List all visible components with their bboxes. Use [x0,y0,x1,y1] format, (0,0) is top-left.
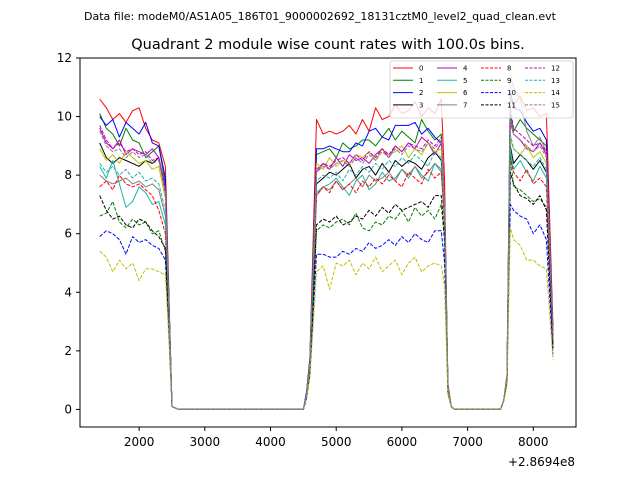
x-axis: 2000 3000 4000 5000 6000 7000 8000 [124,427,549,449]
y-tick-label: 0 [64,402,72,416]
y-tick-label: 2 [64,344,72,358]
y-tick-label: 12 [57,51,72,65]
legend-label-15: 15 [551,101,560,109]
legend-label-3: 3 [419,101,423,109]
legend-label-8: 8 [507,65,511,73]
legend-label-12: 12 [551,65,560,73]
legend-label-11: 11 [507,101,516,109]
y-tick-label: 6 [64,227,72,241]
legend-box [389,60,574,119]
legend-label-7: 7 [463,101,467,109]
legend-label-13: 13 [551,77,560,85]
legend-label-5: 5 [463,77,467,85]
y-tick-label: 4 [64,285,72,299]
figure-suptitle: Data file: modeM0/AS1A05_186T01_90000026… [84,10,557,23]
legend-label-10: 10 [507,89,516,97]
legend-label-6: 6 [463,89,468,97]
x-tick-label: 4000 [255,435,286,449]
legend-label-4: 4 [463,65,468,73]
legend-label-2: 2 [419,89,423,97]
x-tick-label: 2000 [124,435,155,449]
y-tick-label: 10 [57,110,72,124]
y-axis: 0 2 4 6 8 10 12 [57,51,80,416]
legend-label-0: 0 [419,65,423,73]
legend-label-14: 14 [551,89,560,97]
legend-label-9: 9 [507,77,511,85]
legend-label-1: 1 [419,77,423,85]
y-tick-label: 8 [64,168,72,182]
x-tick-label: 8000 [518,435,549,449]
chart-title: Quadrant 2 module wise count rates with … [131,37,525,53]
x-offset-label: +2.8694e8 [508,455,575,469]
x-tick-label: 5000 [321,435,352,449]
x-tick-label: 7000 [452,435,483,449]
x-tick-label: 3000 [190,435,221,449]
x-tick-label: 6000 [387,435,418,449]
plot-frame [79,57,577,428]
series-line-15 [99,119,554,410]
series-layer [99,75,554,410]
